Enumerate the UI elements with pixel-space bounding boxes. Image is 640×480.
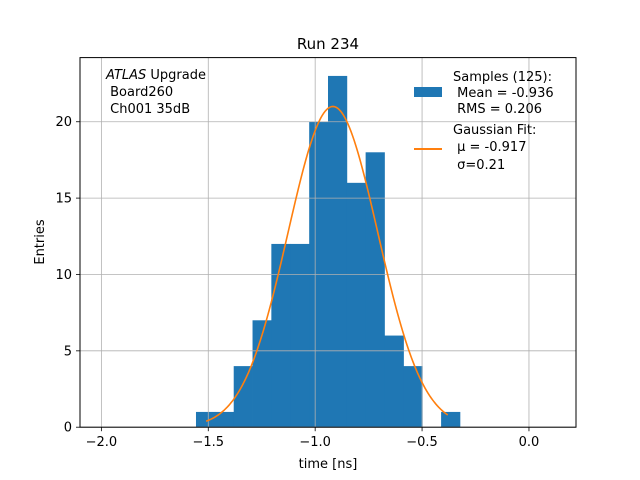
- y-axis-label: Entries: [33, 219, 48, 265]
- legend-histogram-swatch: [414, 87, 442, 97]
- x-tick-label: −0.5: [406, 435, 438, 450]
- y-tick-label: 10: [55, 268, 72, 283]
- y-tick-label: 5: [64, 344, 72, 359]
- histogram-bar: [271, 243, 291, 428]
- histogram-bar: [384, 335, 404, 428]
- x-tick-label: 0.0: [519, 435, 540, 450]
- fit-curve-layer: [205, 105, 449, 422]
- histogram-bar: [365, 152, 385, 428]
- x-tick-label: −1.5: [192, 435, 224, 450]
- chart-title: Run 234: [297, 35, 359, 53]
- annotation-upgrade: Upgrade: [146, 68, 206, 83]
- annotation-channel: Ch001 35dB: [106, 102, 190, 117]
- histogram-bar: [233, 366, 253, 428]
- svg-text:ATLAS Upgrade: ATLAS Upgrade: [105, 68, 206, 83]
- x-tick-label: −1.0: [299, 435, 331, 450]
- ticks-layer: −2.0 −1.5 −1.0 −0.5 0.0 0 5 10 15 20: [55, 115, 539, 450]
- legend-fit-mu: μ = -0.917: [453, 140, 526, 155]
- legend-histogram-mean: Mean = -0.936: [453, 86, 554, 101]
- legend-fit-sigma: σ=0.21: [453, 158, 505, 173]
- histogram-bar: [214, 411, 235, 428]
- histogram-bar: [290, 243, 310, 428]
- annotation-board: Board260: [106, 85, 173, 100]
- x-axis-label: time [ns]: [299, 457, 358, 472]
- y-tick-label: 0: [64, 421, 72, 436]
- legend-histogram-label: Samples (125):: [453, 70, 552, 85]
- annotation-atlas: ATLAS: [105, 68, 146, 83]
- y-tick-label: 20: [55, 115, 72, 130]
- histogram-bar: [441, 411, 461, 428]
- x-tick-label: −2.0: [86, 435, 118, 450]
- histogram-bar: [403, 366, 423, 428]
- y-tick-label: 15: [55, 192, 72, 207]
- legend-fit-label: Gaussian Fit:: [453, 123, 536, 138]
- histogram-bar: [328, 75, 348, 428]
- experiment-annotation: ATLAS Upgrade Board260 Ch001 35dB: [105, 68, 206, 117]
- plot-frame: [79, 57, 577, 428]
- gaussian-fit-line: [205, 105, 449, 422]
- histogram-bar: [195, 411, 216, 428]
- legend: Samples (125): Mean = -0.936 RMS = 0.206…: [414, 70, 554, 173]
- legend-histogram-rms: RMS = 0.206: [453, 102, 542, 117]
- histogram-bar: [346, 182, 367, 428]
